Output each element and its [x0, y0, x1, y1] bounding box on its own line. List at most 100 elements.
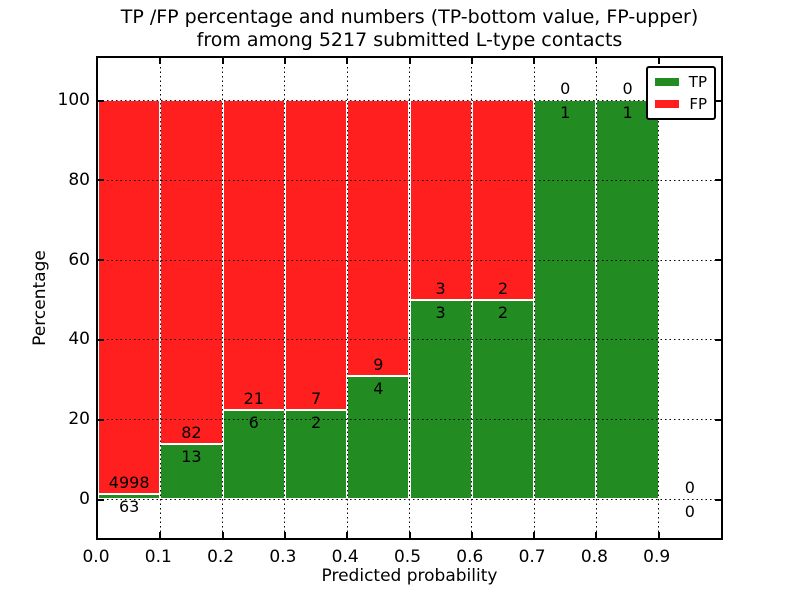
x-axis-label: Predicted probability: [321, 566, 498, 586]
y-tick-mark: [98, 259, 104, 262]
x-tick-mark: [346, 58, 349, 64]
x-tick-mark: [159, 58, 162, 64]
x-tick-mark: [283, 58, 286, 64]
x-tick-mark: [470, 58, 473, 64]
y-tick-mark: [98, 338, 104, 341]
bar-tp-segment: [98, 494, 161, 499]
x-tick-mark: [470, 532, 473, 538]
x-tick-mark: [533, 532, 536, 538]
x-tick-label: 0.9: [643, 547, 671, 567]
y-tick-mark: [715, 99, 721, 102]
bar-tp-count-label: 1: [560, 103, 571, 122]
bar-tp-count-label: 6: [248, 413, 259, 433]
bar-fp-count-label: 0: [560, 79, 571, 98]
bar-fp-segment: [222, 100, 285, 411]
x-tick-label: 0.4: [331, 547, 359, 567]
bar-tp-count-label: 63: [118, 497, 140, 517]
tp-color-swatch: [655, 78, 679, 86]
y-tick-mark: [98, 179, 104, 182]
x-tick-mark: [346, 532, 349, 538]
bar-fp-count-label: 9: [373, 355, 384, 375]
bar-tp-count-label: 2: [497, 302, 509, 322]
bar-tp-count-label: 1: [622, 103, 633, 122]
gridline-vertical: [658, 58, 660, 538]
x-tick-mark: [221, 58, 224, 64]
legend-label-tp: TP: [688, 73, 707, 91]
y-tick-mark: [98, 99, 104, 102]
bar-fp-segment: [284, 100, 348, 411]
legend-item-tp: TP: [655, 74, 707, 90]
x-tick-label: 0.8: [580, 547, 608, 567]
bar-fp-count-label: 21: [243, 389, 264, 409]
bar-tp-segment: [596, 100, 659, 499]
y-tick-mark: [98, 498, 104, 501]
x-tick-mark: [283, 532, 286, 538]
bar-fp-segment: [98, 100, 161, 495]
bar-tp-count-label: 0: [684, 502, 695, 521]
x-tick-mark: [159, 532, 162, 538]
bar-fp-count-label: 0: [684, 478, 695, 497]
bar-fp-count-label: 4998: [108, 473, 150, 493]
bar-fp-segment: [471, 100, 535, 300]
x-tick-mark: [533, 58, 536, 64]
gridline-vertical: [533, 58, 535, 538]
bar-tp-count-label: 13: [181, 447, 202, 467]
legend: TP FP: [646, 66, 716, 120]
y-tick-mark: [715, 259, 721, 262]
bar-fp-count-label: 3: [435, 278, 446, 298]
bar-tp-segment: [409, 299, 472, 499]
bar-tp-segment: [222, 410, 285, 499]
y-tick-label: 100: [57, 90, 90, 110]
y-tick-label: 60: [68, 249, 90, 270]
x-tick-label: 0.1: [144, 547, 172, 567]
x-tick-label: 0.6: [456, 547, 484, 567]
x-tick-label: 0.2: [207, 547, 235, 567]
bar-fp-count-label: 2: [497, 278, 509, 298]
gridline-vertical: [222, 58, 224, 538]
x-tick-label: 0.3: [269, 547, 297, 567]
gridline-vertical: [159, 58, 161, 538]
plot-area: TP FP 4998 63 82 13 21 6 7 2 9 4 3 3 2 2 0 1 0 1 0 0: [96, 56, 723, 540]
fp-color-swatch: [655, 100, 679, 108]
bar-tp-count-label: 2: [310, 413, 322, 433]
x-tick-mark: [595, 58, 598, 64]
bar-fp-segment: [347, 100, 410, 377]
x-tick-mark: [408, 58, 411, 64]
y-tick-label: 20: [68, 409, 90, 430]
y-tick-mark: [715, 179, 721, 182]
bar-tp-segment: [471, 299, 535, 499]
y-tick-mark: [98, 418, 104, 421]
y-tick-mark: [715, 498, 721, 501]
gridline-vertical: [346, 58, 348, 538]
gridline-vertical: [284, 58, 286, 538]
bar-fp-count-label: 0: [622, 79, 633, 98]
x-tick-mark: [657, 532, 660, 538]
bar-fp-count-label: 82: [181, 423, 202, 443]
x-tick-mark: [595, 532, 598, 538]
bar-tp-segment: [160, 444, 223, 499]
y-tick-label: 0: [79, 489, 90, 509]
y-tick-label: 80: [68, 169, 90, 190]
gridline-vertical: [595, 58, 597, 538]
chart-title: TP /FP percentage and numbers (TP-bottom…: [96, 6, 723, 52]
y-tick-mark: [715, 418, 721, 421]
chart-title-line2: from among 5217 submitted L-type contact…: [196, 29, 623, 51]
x-tick-mark: [657, 58, 660, 64]
y-tick-label: 40: [68, 329, 90, 350]
y-tick-mark: [715, 338, 721, 341]
chart-title-line1: TP /FP percentage and numbers (TP-bottom…: [120, 6, 699, 28]
bar-tp-segment: [347, 376, 410, 499]
x-tick-label: 0.0: [82, 547, 110, 567]
bar-tp-segment: [284, 410, 348, 499]
gridline-vertical: [471, 58, 473, 538]
bar-fp-count-label: 7: [310, 389, 322, 409]
bar-tp-count-label: 4: [373, 379, 384, 399]
x-tick-label: 0.5: [393, 547, 422, 567]
x-tick-mark: [408, 532, 411, 538]
legend-label-fp: FP: [689, 95, 707, 113]
gridline-vertical: [409, 58, 410, 538]
x-tick-label: 0.7: [518, 547, 546, 567]
legend-item-fp: FP: [655, 96, 707, 112]
bar-fp-segment: [160, 100, 223, 445]
